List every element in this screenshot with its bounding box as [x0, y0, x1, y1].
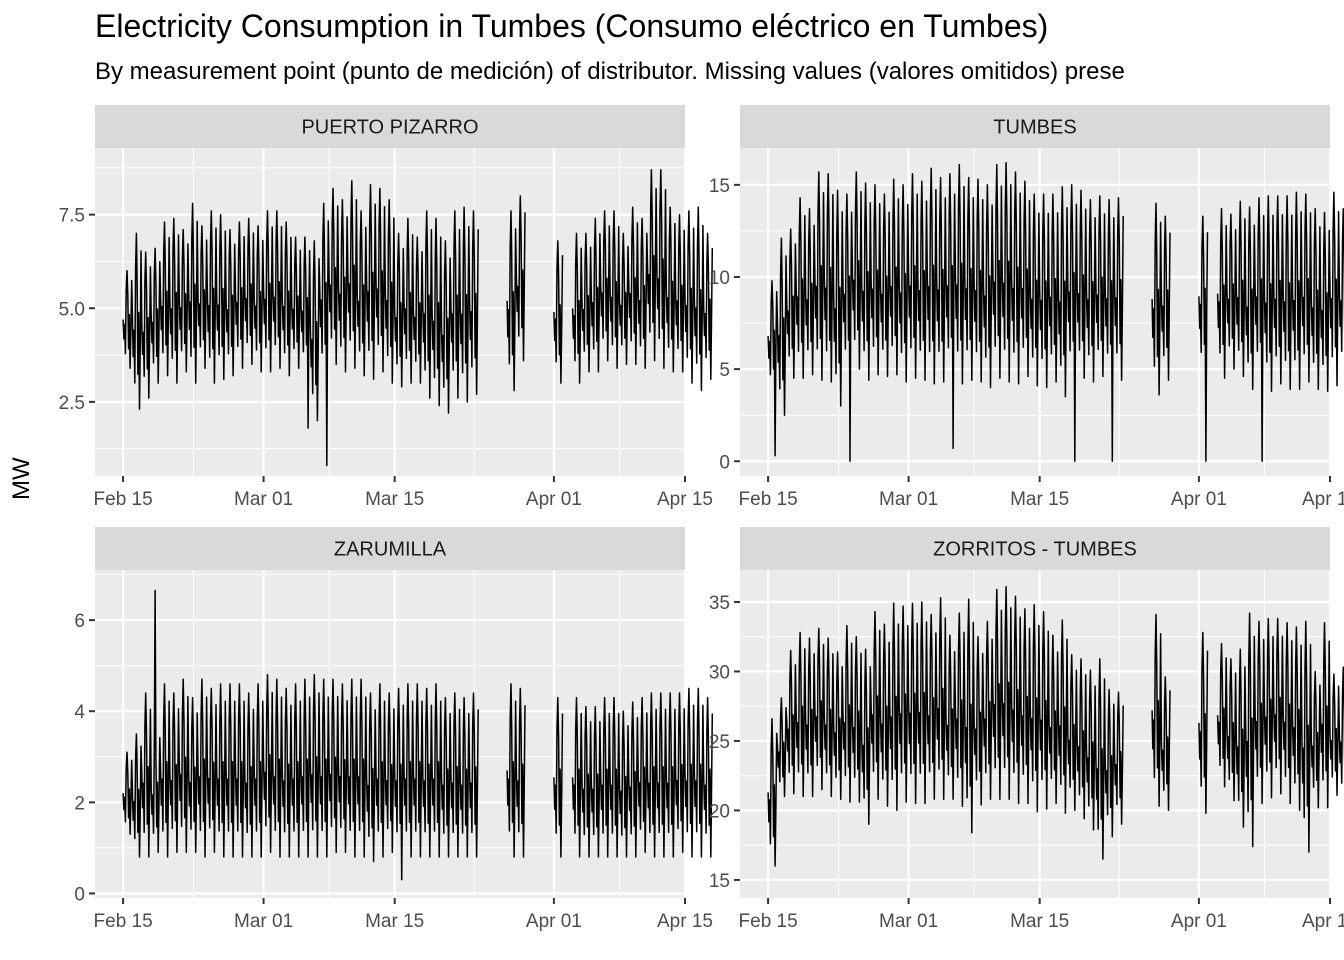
- x-tick-label: Apr 01: [1171, 489, 1227, 510]
- y-tick-label: 15: [709, 176, 730, 197]
- facet-strip-label: PUERTO PIZARRO: [301, 117, 478, 139]
- y-tick-label: 10: [709, 268, 730, 289]
- series-line: [571, 168, 714, 392]
- x-tick-label: Apr 15: [657, 489, 713, 510]
- y-tick-label: 7.5: [59, 206, 85, 227]
- y-tick-label: 5.0: [59, 299, 85, 320]
- series-line: [1216, 191, 1344, 463]
- x-tick-label: Mar 01: [879, 489, 938, 510]
- y-tick-label: 20: [709, 801, 730, 822]
- series-line: [506, 195, 526, 392]
- x-tick-label: Apr 15: [1302, 489, 1344, 510]
- series-line: [506, 683, 526, 858]
- y-tick-label: 35: [709, 593, 730, 614]
- series-line: [767, 161, 1124, 463]
- y-tick-label: 0: [719, 452, 730, 473]
- y-tick-label: 30: [709, 662, 730, 683]
- chart-subtitle: By measurement point (punto de medición)…: [95, 58, 1125, 85]
- x-tick-label: Mar 15: [1010, 489, 1069, 510]
- series-line: [571, 687, 714, 858]
- x-tick-label: Apr 01: [526, 489, 582, 510]
- facet-panel: ZORRITOS - TUMBES 15 20 25 30 35 Feb 15 Mar 01 M…: [709, 527, 1344, 932]
- facet-strip-label: ZARUMILLA: [334, 539, 447, 561]
- x-tick-label: Apr 15: [657, 911, 713, 932]
- facet-strip: [95, 527, 685, 570]
- y-tick-label: 2: [74, 793, 85, 814]
- x-tick-label: Mar 01: [879, 911, 938, 932]
- chart-title: Electricity Consumption in Tumbes (Consu…: [95, 8, 1049, 44]
- x-tick-label: Mar 15: [365, 489, 424, 510]
- series-line: [1216, 612, 1344, 853]
- x-tick-label: Mar 15: [1010, 911, 1069, 932]
- facet-strip-label: TUMBES: [993, 117, 1076, 139]
- series-line: [122, 180, 479, 467]
- series-line: [553, 240, 564, 384]
- facet-strip: [740, 105, 1330, 148]
- facet-panel: ZARUMILLA 0 2 4 6 Feb 15 Mar 01 Mar 15 Apr 01 Apr…: [74, 527, 714, 932]
- x-tick-label: Apr 15: [1302, 911, 1344, 932]
- y-tick-label: 25: [709, 732, 730, 753]
- x-tick-label: Feb 15: [94, 911, 153, 932]
- y-tick-label: 15: [709, 871, 730, 892]
- x-tick-label: Feb 15: [739, 489, 798, 510]
- series-line: [1198, 631, 1209, 814]
- y-tick-label: 6: [74, 611, 85, 632]
- facet-panel: TUMBES 0 5 10 15 Feb 15 Mar 01 Mar 15 Apr 01 Apr …: [709, 105, 1344, 510]
- series-line: [1151, 202, 1171, 396]
- x-tick-label: Feb 15: [94, 489, 153, 510]
- x-tick-label: Apr 01: [526, 911, 582, 932]
- y-tick-label: 5: [719, 360, 730, 381]
- x-tick-label: Mar 01: [234, 489, 293, 510]
- series-line: [1198, 215, 1209, 463]
- facet-panel: PUERTO PIZARRO 2.5 5.0 7.5 Feb 15 Mar 01 Mar 1…: [59, 105, 714, 510]
- x-tick-label: Mar 15: [365, 911, 424, 932]
- facet-strip: [740, 527, 1330, 570]
- series-line: [553, 696, 564, 858]
- series-line: [1151, 613, 1171, 812]
- y-tick-label: 0: [74, 884, 85, 905]
- x-tick-label: Apr 01: [1171, 911, 1227, 932]
- y-tick-label: 4: [74, 702, 85, 723]
- facet-strip: [95, 105, 685, 148]
- facet-strip-label: ZORRITOS - TUMBES: [933, 539, 1137, 561]
- x-tick-label: Mar 01: [234, 911, 293, 932]
- y-tick-label: 2.5: [59, 393, 85, 414]
- series-line: [122, 589, 479, 881]
- x-tick-label: Feb 15: [739, 911, 798, 932]
- series-line: [767, 585, 1124, 867]
